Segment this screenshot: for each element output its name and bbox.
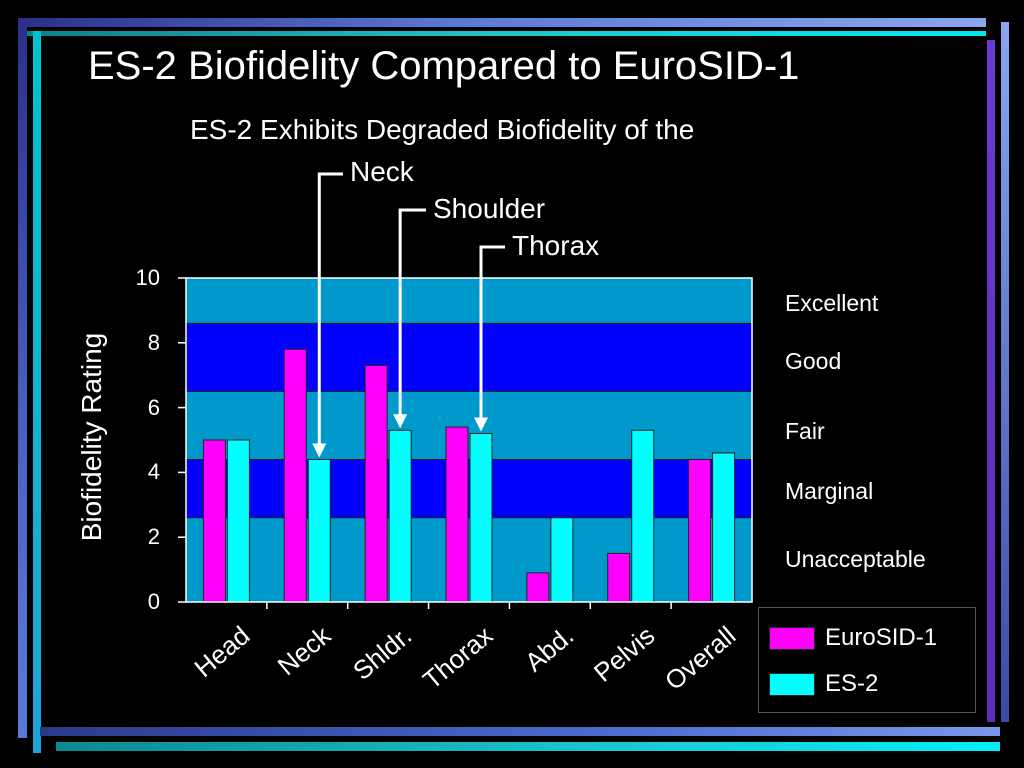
bar-es2-head bbox=[226, 439, 250, 603]
bar-es2-overall bbox=[712, 452, 736, 603]
y-axis-tick-label: 8 bbox=[147, 329, 160, 355]
top-decorative-stripe bbox=[18, 18, 986, 27]
y-axis-tick-label: 10 bbox=[135, 265, 160, 290]
legend-item-es2: ES-2 bbox=[769, 668, 878, 700]
bar-es2-abd bbox=[550, 517, 574, 603]
bar-eurosid-abd bbox=[526, 572, 550, 603]
bar-es2-shldr bbox=[388, 429, 412, 603]
callout-arrow-thorax bbox=[474, 245, 505, 432]
right-decorative-stripe-accent bbox=[1001, 22, 1009, 722]
left-decorative-stripe-accent bbox=[33, 31, 41, 753]
rating-band-label: Unacceptable bbox=[785, 546, 926, 572]
slide-subtitle: ES-2 Exhibits Degraded Biofidelity of th… bbox=[190, 114, 695, 145]
bar-eurosid-head bbox=[202, 439, 226, 603]
y-axis-title: Biofidelity Rating bbox=[76, 332, 107, 542]
chart-legend: EuroSID-1 ES-2 bbox=[758, 607, 976, 713]
bar-eurosid-thorax bbox=[445, 426, 469, 603]
y-axis-tick-label: 0 bbox=[147, 589, 160, 614]
callout-label-shoulder: Shoulder bbox=[433, 193, 546, 224]
rating-band-fair bbox=[186, 391, 752, 460]
rating-band-good bbox=[186, 323, 752, 392]
rating-band-label: Marginal bbox=[785, 478, 874, 504]
legend-label-eurosid: EuroSID-1 bbox=[825, 624, 938, 651]
legend-label-es2: ES-2 bbox=[825, 670, 879, 697]
bottom-decorative-stripe-accent bbox=[56, 742, 1000, 751]
rating-band-excellent bbox=[186, 278, 752, 324]
bar-es2-pelvis bbox=[631, 429, 655, 603]
y-axis-tick-label: 2 bbox=[147, 524, 160, 550]
rating-band-label: Fair bbox=[785, 418, 825, 444]
callout-arrow-shoulder bbox=[393, 208, 426, 429]
y-axis-tick-label: 6 bbox=[147, 394, 160, 420]
bar-eurosid-overall bbox=[688, 458, 712, 603]
callout-label-neck: Neck bbox=[350, 156, 414, 187]
bar-es2-thorax bbox=[469, 433, 493, 603]
plot-frame bbox=[185, 277, 753, 603]
bar-eurosid-neck bbox=[283, 348, 307, 603]
legend-item-eurosid: EuroSID-1 bbox=[769, 622, 937, 654]
y-axis-tick-label: 4 bbox=[147, 459, 160, 485]
left-decorative-stripe bbox=[18, 18, 27, 738]
callout-label-thorax: Thorax bbox=[512, 230, 600, 261]
bottom-decorative-stripe bbox=[40, 727, 1000, 736]
bar-eurosid-pelvis bbox=[607, 552, 631, 603]
rating-band-label: Excellent bbox=[785, 290, 879, 316]
bar-es2-neck bbox=[307, 458, 331, 603]
legend-swatch-eurosid bbox=[769, 626, 815, 650]
rating-band-unacceptable bbox=[186, 517, 752, 602]
right-decorative-stripe bbox=[987, 40, 995, 722]
rating-band-label: Good bbox=[785, 348, 842, 374]
bar-eurosid-shldr bbox=[364, 364, 388, 603]
top-decorative-stripe-accent bbox=[18, 31, 986, 36]
slide-title: ES-2 Biofidelity Compared to EuroSID-1 bbox=[88, 44, 800, 88]
legend-swatch-es2 bbox=[769, 672, 815, 696]
callout-arrow-neck bbox=[312, 172, 343, 458]
rating-band-marginal bbox=[186, 459, 752, 518]
